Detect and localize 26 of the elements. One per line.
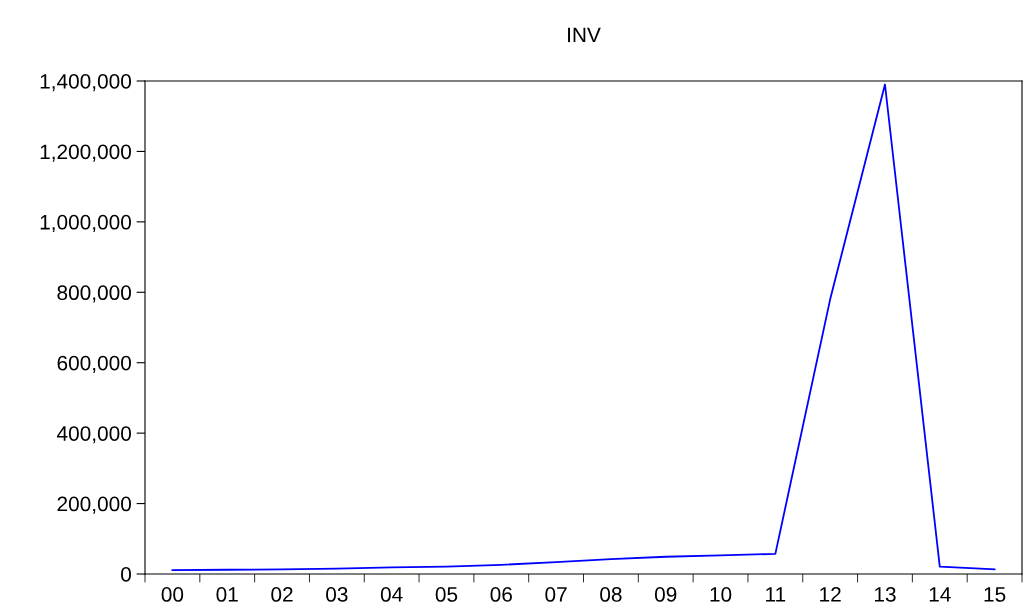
x-tick-label: 01 [216, 587, 238, 602]
x-tick-label: 13 [874, 587, 896, 602]
y-tick-label: 400,000 [56, 426, 131, 444]
y-tick-label: 1,400,000 [40, 74, 131, 92]
x-tick-label: 07 [545, 587, 567, 602]
line-series [171, 83, 996, 572]
y-tick-label: 600,000 [57, 355, 131, 373]
x-tick-label: 03 [326, 587, 348, 602]
x-tick-label: 10 [710, 587, 732, 602]
x-tick-label: 11 [766, 587, 786, 602]
x-tick-label: 12 [820, 587, 841, 602]
x-tick-label: 02 [271, 587, 293, 602]
y-tick-label: 0 [121, 567, 131, 582]
y-tick-label: 800,000 [57, 285, 131, 303]
y-tick-label: 1,200,000 [40, 144, 131, 162]
x-tick-label: 06 [490, 587, 512, 602]
x-tick-label: 09 [654, 587, 677, 602]
x-tick-label: 00 [161, 587, 184, 602]
chart-title: INV [568, 27, 601, 43]
y-tick-label: 200,000 [57, 496, 131, 514]
x-tick-label: 05 [435, 587, 458, 602]
x-tick-label: 08 [600, 587, 622, 602]
x-tick-label: 14 [929, 587, 951, 602]
x-tick-label: 04 [380, 587, 403, 602]
x-tick-label: 15 [984, 587, 1006, 602]
y-tick-label: 1,000,000 [40, 214, 131, 233]
